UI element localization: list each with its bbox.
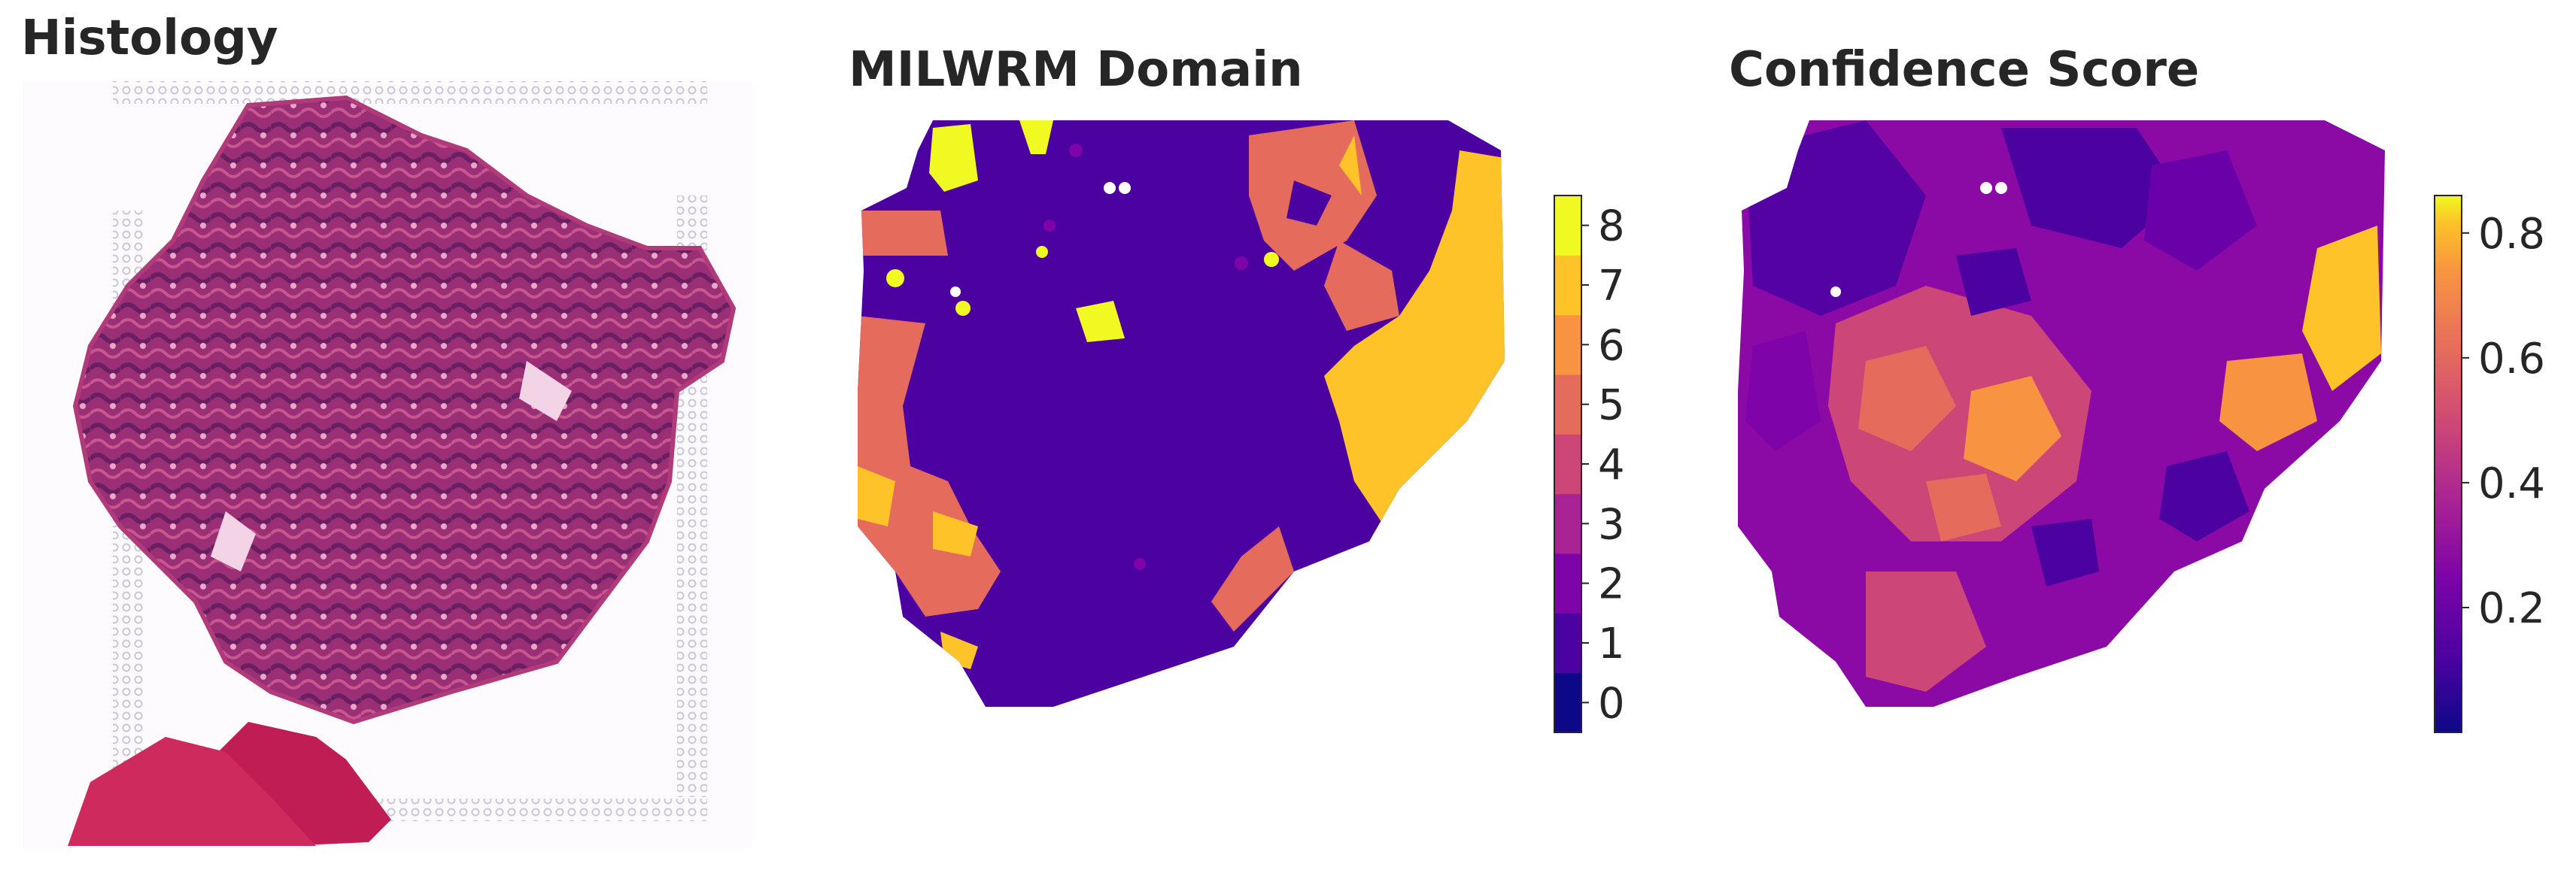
- confidence-colorbar-tick-label-0.6: 0.6: [2478, 335, 2545, 383]
- confidence-score-title: Confidence Score: [1729, 42, 2200, 98]
- confidence-colorbar: 0.2 0.4 0.6 0.8: [2434, 195, 2545, 733]
- domain-colorbar-segment-3: [1554, 493, 1581, 554]
- domain-colorbar: 0 1 2 3 4 5 6 7 8: [1554, 195, 1625, 733]
- confidence-score-map: [1738, 120, 2385, 707]
- domain-colorbar-segment-5: [1554, 374, 1581, 435]
- confidence-colorbar-ticks: 0.2 0.4 0.6 0.8: [2462, 210, 2545, 633]
- domain-colorbar-segment-4: [1554, 434, 1581, 495]
- histology-image: [23, 81, 752, 848]
- domain-colorbar-tick-label-2: 2: [1598, 560, 1625, 609]
- confidence-colorbar-tick-label-0.4: 0.4: [2478, 459, 2545, 508]
- confidence-colorbar-tick-label-0.2: 0.2: [2478, 584, 2545, 633]
- domain-colorbar-segment-8: [1554, 196, 1581, 256]
- milwrm-domain-map: [858, 120, 1505, 707]
- milwrm-domain-title: MILWRM Domain: [849, 42, 1303, 98]
- histology-title: Histology: [21, 11, 278, 66]
- domain-colorbar-segment-6: [1554, 314, 1581, 375]
- domain-colorbar-tick-label-0: 0: [1598, 679, 1625, 728]
- domain-colorbar-tick-label-6: 6: [1598, 321, 1625, 370]
- domain-colorbar-segment-0: [1554, 672, 1581, 733]
- domain-colorbar-segment-1: [1554, 613, 1581, 674]
- domain-colorbar-tick-label-7: 7: [1598, 262, 1625, 311]
- domain-colorbar-segment-7: [1554, 255, 1581, 316]
- domain-colorbar-ticks: 0 1 2 3 4 5 6 7 8: [1581, 202, 1625, 728]
- confidence-colorbar-gradient: [2434, 195, 2462, 733]
- confidence-colorbar-tick-label-0.8: 0.8: [2478, 210, 2545, 259]
- domain-colorbar-tick-label-1: 1: [1598, 620, 1625, 668]
- domain-colorbar-tick-label-8: 8: [1598, 202, 1625, 251]
- domain-colorbar-segments: [1554, 196, 1581, 733]
- domain-colorbar-tick-label-3: 3: [1598, 500, 1625, 549]
- domain-colorbar-tick-label-4: 4: [1598, 441, 1625, 490]
- domain-colorbar-tick-label-5: 5: [1598, 381, 1625, 430]
- domain-colorbar-segment-2: [1554, 553, 1581, 614]
